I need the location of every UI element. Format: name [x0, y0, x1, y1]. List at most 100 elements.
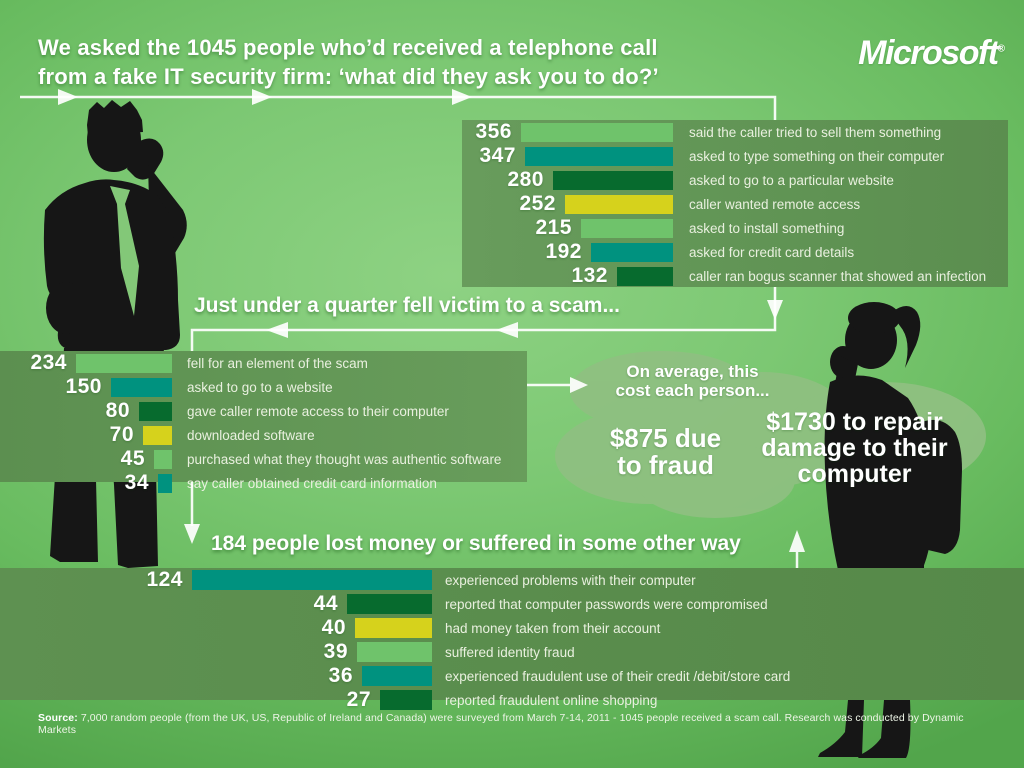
bar-value: 252	[519, 192, 556, 215]
bar-value-and-bar: 45	[0, 447, 172, 471]
arrowhead-down-icon	[184, 524, 200, 544]
bar-label: caller ran bogus scanner that showed an …	[689, 268, 987, 284]
bar-row: 34 say caller obtained credit card inform…	[0, 471, 527, 495]
bar-label: suffered identity fraud	[445, 644, 575, 660]
bar	[617, 266, 673, 286]
bar-value-and-bar: 150	[0, 375, 172, 399]
bar	[347, 594, 432, 614]
man-torso	[43, 179, 180, 350]
bar-value-and-bar: 80	[0, 399, 172, 423]
woman-ponytail	[892, 306, 921, 368]
woman-hand-phone	[830, 346, 856, 378]
bar	[111, 377, 172, 397]
bubble-repair-cost: $1730 to repair damage to their computer	[761, 408, 948, 488]
man-hair	[87, 100, 143, 136]
bar-label: said the caller tried to sell them somet…	[689, 124, 942, 140]
bar-value-and-bar: 192	[462, 240, 673, 264]
bar-label: fell for an element of the scam	[187, 355, 368, 371]
bar-row: 234 fell for an element of the scam	[0, 351, 527, 375]
page-title: We asked the 1045 people who’d received …	[38, 33, 718, 91]
bar-row: 280 asked to go to a particular website	[462, 168, 1008, 192]
bar-label: caller wanted remote access	[689, 196, 861, 212]
man-hand-phone	[127, 138, 164, 180]
man-tie	[110, 186, 139, 316]
bubble-average-cost: On average, this cost each person...	[615, 362, 770, 400]
arrowhead-right-icon	[452, 89, 472, 105]
bar-value-and-bar: 280	[462, 168, 673, 192]
heading-lost-money: 184 people lost money or suffered in som…	[211, 532, 741, 555]
arrowhead-up-icon	[789, 530, 805, 552]
bar-row: 192 asked for credit card details	[462, 240, 1008, 264]
bar-value-and-bar: 124	[0, 568, 432, 592]
bar-row: 150 asked to go to a website	[0, 375, 527, 399]
bar	[158, 473, 172, 493]
bar	[362, 666, 432, 686]
bar	[357, 642, 432, 662]
bar	[192, 570, 432, 590]
chart-lost-money: 124 experienced problems with their compu…	[0, 568, 1024, 711]
bar-value-and-bar: 347	[462, 144, 673, 168]
bar	[139, 401, 172, 421]
bar-label: reported that computer passwords were co…	[445, 596, 768, 612]
bar-value: 150	[65, 375, 102, 398]
bar	[591, 242, 673, 262]
bubble-fraud-cost: $875 due to fraud	[609, 423, 722, 480]
bar-label: asked to install something	[689, 220, 845, 236]
bar-row: 27 reported fraudulent online shopping	[0, 688, 1024, 712]
bar	[355, 618, 432, 638]
bar-value: 356	[475, 120, 512, 143]
bar-value: 36	[328, 664, 353, 687]
bar-row: 45 purchased what they thought was authen…	[0, 447, 527, 471]
man-raised-arm	[148, 165, 187, 258]
bar-label: downloaded software	[187, 427, 315, 443]
bar-value-and-bar: 44	[0, 592, 432, 616]
bar-value: 80	[105, 399, 130, 422]
bar	[143, 425, 172, 445]
bar-value-and-bar: 40	[0, 616, 432, 640]
source-note: Source: 7,000 random people (from the UK…	[38, 712, 964, 736]
bar-value-and-bar: 252	[462, 192, 673, 216]
bar-value-and-bar: 34	[0, 471, 172, 495]
bar-value: 280	[507, 168, 544, 191]
bar	[553, 170, 673, 190]
bar-row: 39 suffered identity fraud	[0, 640, 1024, 664]
bar-label: gave caller remote access to their compu…	[187, 403, 449, 419]
bar-row: 132 caller ran bogus scanner that showed …	[462, 264, 1008, 288]
bar-row: 124 experienced problems with their compu…	[0, 568, 1024, 592]
bar-value: 34	[124, 471, 149, 494]
bar-row: 44 reported that computer passwords were …	[0, 592, 1024, 616]
bar-value: 234	[30, 351, 67, 374]
bar-row: 252 caller wanted remote access	[462, 192, 1008, 216]
bar-label: reported fraudulent online shopping	[445, 692, 658, 708]
bar	[154, 449, 172, 469]
arrowhead-right-icon	[252, 89, 272, 105]
bar-value: 132	[571, 264, 608, 287]
bar-row: 347 asked to type something on their comp…	[462, 144, 1008, 168]
bar-value-and-bar: 39	[0, 640, 432, 664]
arrowhead-left-icon	[266, 322, 288, 338]
bar-value: 215	[535, 216, 572, 239]
bar-label: asked for credit card details	[689, 244, 855, 260]
bar	[581, 218, 673, 238]
bar-row: 40 had money taken from their account	[0, 616, 1024, 640]
bar-label: experienced problems with their computer	[445, 572, 696, 588]
bar-value-and-bar: 36	[0, 664, 432, 688]
bar-value: 124	[146, 568, 183, 591]
bar-label: purchased what they thought was authenti…	[187, 451, 502, 467]
bar-value: 27	[346, 688, 371, 711]
source-label: Source:	[38, 712, 78, 724]
arrowhead-left-icon	[496, 322, 518, 338]
title-line-1: We asked the 1045 people who’d received …	[38, 35, 658, 60]
bar-value: 45	[120, 447, 145, 470]
bar	[525, 146, 673, 166]
bar-value-and-bar: 132	[462, 264, 673, 288]
bar-value: 39	[323, 640, 348, 663]
bar-label: had money taken from their account	[445, 620, 661, 636]
chart-what-they-asked: 356 said the caller tried to sell them so…	[462, 120, 1008, 287]
title-line-2: from a fake IT security firm: ‘what did …	[38, 64, 659, 89]
bar-label: asked to type something on their compute…	[689, 148, 945, 164]
heading-fell-victim: Just under a quarter fell victim to a sc…	[194, 294, 620, 317]
microsoft-logo: Microsoft®	[858, 34, 1005, 72]
bar-row: 70 downloaded software	[0, 423, 527, 447]
